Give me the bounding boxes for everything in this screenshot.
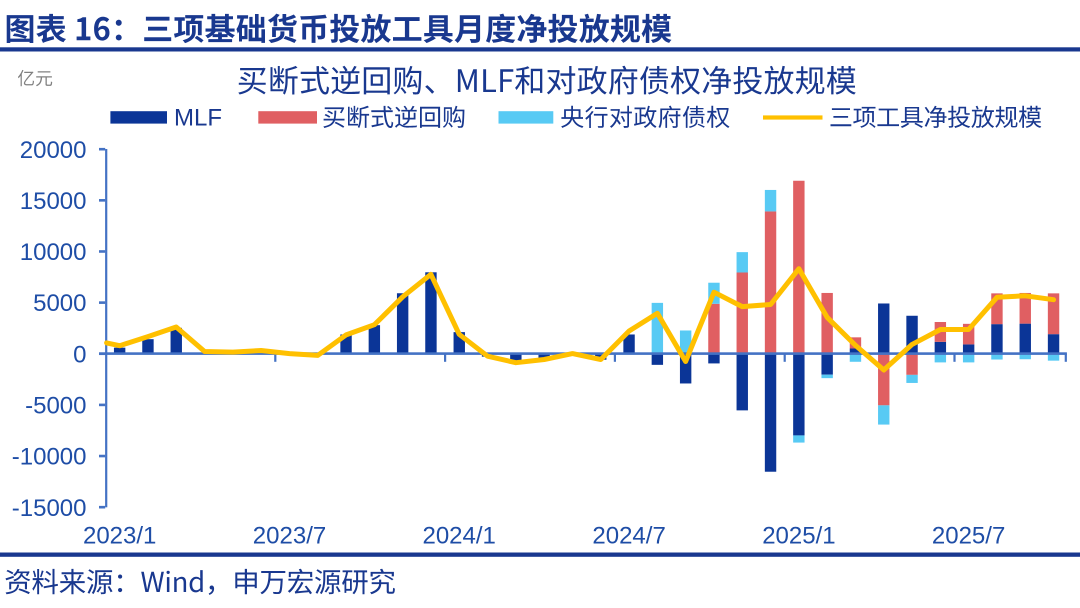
svg-text:0: 0 — [73, 341, 86, 368]
svg-text:2025/7: 2025/7 — [932, 523, 1005, 550]
svg-text:2023/1: 2023/1 — [83, 523, 156, 550]
svg-text:MLF: MLF — [174, 105, 222, 132]
svg-text:-15000: -15000 — [12, 495, 87, 522]
svg-text:2023/7: 2023/7 — [253, 523, 326, 550]
svg-text:5000: 5000 — [33, 290, 86, 317]
svg-text:-10000: -10000 — [12, 444, 87, 471]
svg-text:10000: 10000 — [20, 239, 87, 266]
svg-text:2025/1: 2025/1 — [762, 523, 835, 550]
svg-text:2024/7: 2024/7 — [592, 523, 665, 550]
svg-text:2024/1: 2024/1 — [422, 523, 495, 550]
svg-text:20000: 20000 — [20, 137, 87, 164]
svg-text:-5000: -5000 — [25, 393, 86, 420]
svg-text:15000: 15000 — [20, 188, 87, 215]
